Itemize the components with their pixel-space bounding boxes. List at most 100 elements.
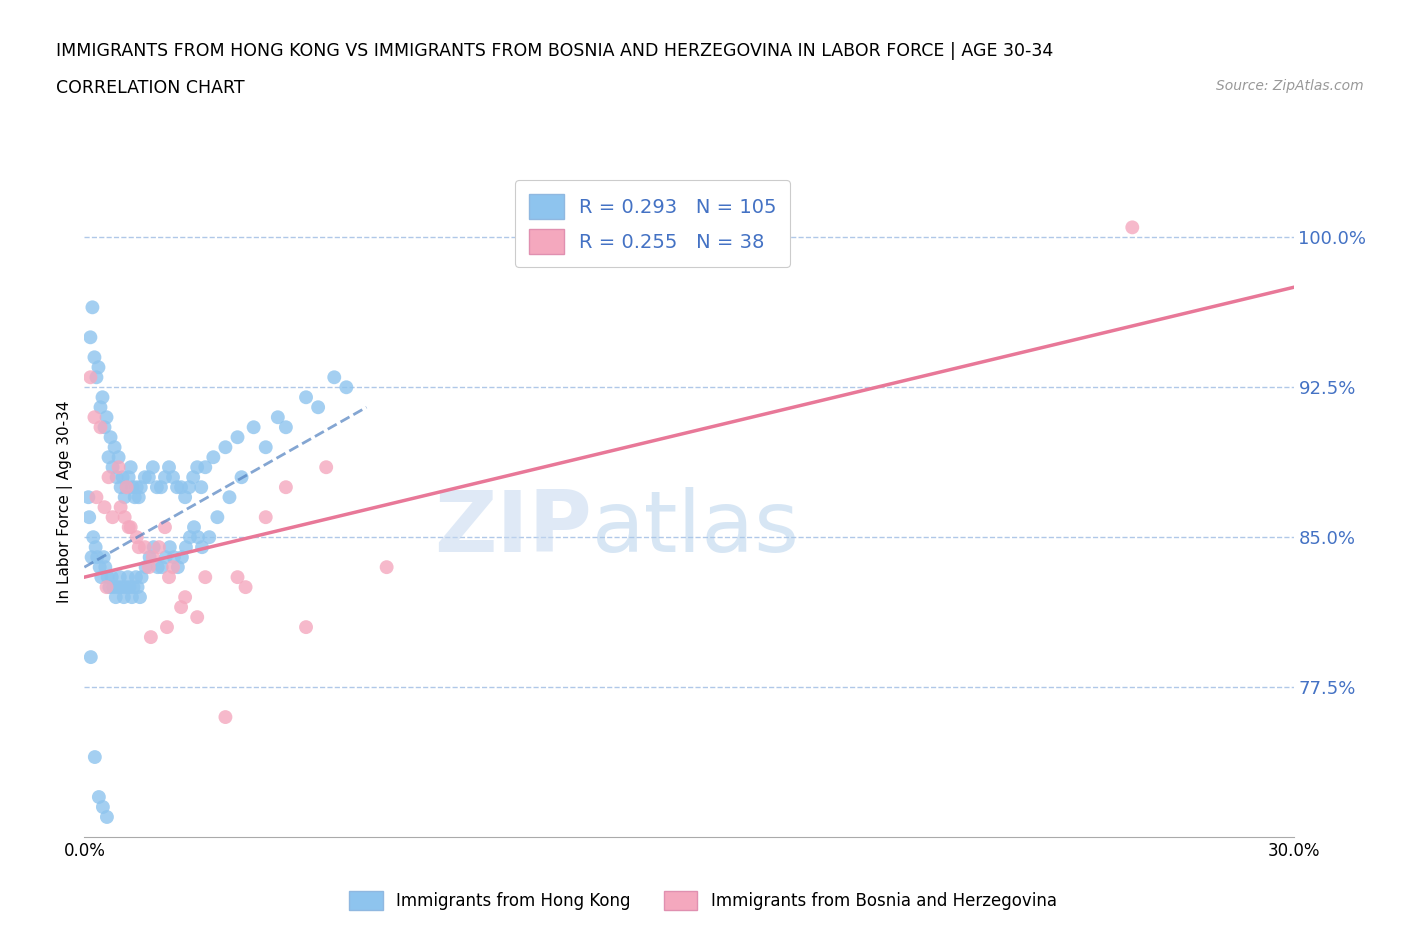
Point [80,550,103,565]
Point [79,330,101,345]
Point [101,510,124,525]
Point [107,450,129,465]
Point [80,650,103,665]
Text: atlas: atlas [592,487,800,570]
Point [83,350,105,365]
Point [94,560,117,575]
Legend: R = 0.293   N = 105, R = 0.255   N = 38: R = 0.293 N = 105, R = 0.255 N = 38 [515,180,790,268]
Point [150,560,173,575]
Point [295,390,318,405]
Point [186,459,208,474]
Point [375,560,398,575]
Point [87,790,110,804]
Point [91,390,114,405]
Point [98,579,121,594]
Point [194,570,217,585]
Point [170,600,193,615]
Point [179,480,201,495]
Point [162,470,184,485]
Point [191,539,214,554]
Point [105,470,128,485]
Point [163,550,186,565]
Point [194,459,217,474]
Point [110,579,132,594]
Point [242,419,264,434]
Point [174,539,197,554]
Point [96,410,118,425]
Point [274,480,297,495]
Y-axis label: In Labor Force | Age 30-34: In Labor Force | Age 30-34 [58,401,73,604]
Point [187,530,209,545]
Point [84,539,107,554]
Point [146,560,169,575]
Point [115,480,138,495]
Point [97,450,120,465]
Point [159,539,181,554]
Point [214,710,236,724]
Point [89,400,111,415]
Point [83,410,105,425]
Point [96,579,118,594]
Point [91,800,114,815]
Point [135,560,157,575]
Point [125,570,148,585]
Point [117,570,139,585]
Point [107,459,129,474]
Point [157,459,180,474]
Point [128,539,150,554]
Point [97,570,120,585]
Point [157,570,180,585]
Point [104,590,127,604]
Point [156,619,179,634]
Point [112,590,135,604]
Point [254,440,277,455]
Point [335,379,357,394]
Point [138,470,160,485]
Point [134,539,156,554]
Point [170,550,193,565]
Point [118,579,141,594]
Point [218,490,240,505]
Point [162,560,184,575]
Point [104,440,127,455]
Point [83,750,105,764]
Point [226,430,249,445]
Point [121,590,143,604]
Point [89,560,111,575]
Point [235,579,257,594]
Point [121,480,143,495]
Point [79,370,101,385]
Point [93,499,115,514]
Point [82,299,104,314]
Point [120,459,142,474]
Point [207,510,229,525]
Point [115,480,138,495]
Point [129,590,152,604]
Point [315,459,337,474]
Point [77,510,100,525]
Legend: Immigrants from Hong Kong, Immigrants from Bosnia and Herzegovina: Immigrants from Hong Kong, Immigrants fr… [343,884,1063,917]
Point [174,490,197,505]
Text: Source: ZipAtlas.com: Source: ZipAtlas.com [1216,79,1364,93]
Point [323,370,346,385]
Point [202,450,225,465]
Point [101,459,124,474]
Point [139,630,162,644]
Point [118,470,141,485]
Point [131,570,153,585]
Point [142,539,165,554]
Point [107,579,129,594]
Point [120,520,142,535]
Point [167,560,190,575]
Point [89,419,111,434]
Text: CORRELATION CHART: CORRELATION CHART [56,79,245,97]
Point [111,470,134,485]
Point [86,490,108,505]
Point [174,590,197,604]
Point [146,480,169,495]
Point [118,520,141,535]
Point [86,550,108,565]
Point [134,470,156,485]
Text: IMMIGRANTS FROM HONG KONG VS IMMIGRANTS FROM BOSNIA AND HERZEGOVINA IN LABOR FOR: IMMIGRANTS FROM HONG KONG VS IMMIGRANTS … [56,42,1053,60]
Point [93,550,115,565]
